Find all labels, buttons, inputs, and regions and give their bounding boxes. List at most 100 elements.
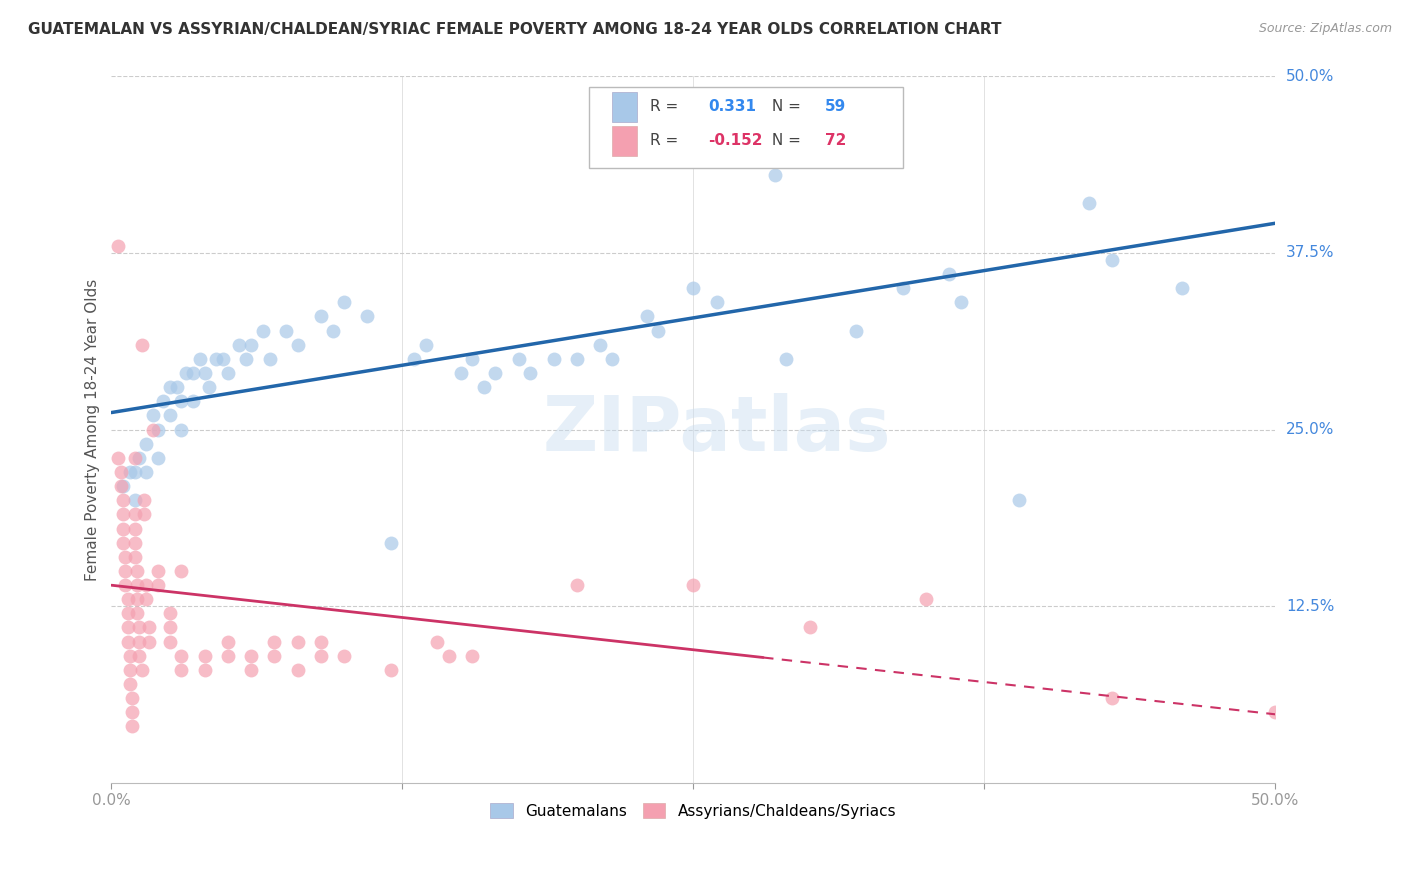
Point [125, 607, 148, 621]
Point [159, 409, 181, 423]
Point [128, 648, 150, 663]
Point [1008, 493, 1031, 508]
Text: N =: N = [766, 99, 806, 114]
Point [1078, 196, 1101, 211]
Text: R =: R = [650, 133, 683, 148]
Text: ZIPatlas: ZIPatlas [543, 392, 891, 467]
Point [600, 351, 623, 366]
Text: 50.0%: 50.0% [1286, 69, 1334, 84]
Point [174, 366, 197, 380]
Point [110, 465, 132, 479]
Point [763, 168, 786, 182]
Point [322, 324, 344, 338]
FancyBboxPatch shape [612, 92, 637, 122]
Text: -0.152: -0.152 [709, 133, 763, 148]
Point [159, 634, 181, 648]
Point [112, 535, 135, 549]
Point [309, 310, 332, 324]
Point [128, 450, 150, 465]
Point [124, 535, 146, 549]
Point [124, 508, 146, 522]
Point [188, 351, 211, 366]
Point [146, 578, 169, 592]
Point [333, 648, 356, 663]
Point [128, 620, 150, 634]
Point [682, 281, 704, 295]
Point [437, 648, 460, 663]
Point [752, 112, 775, 126]
Point [205, 351, 228, 366]
Point [118, 465, 141, 479]
Point [125, 564, 148, 578]
Point [131, 337, 153, 351]
Point [217, 648, 239, 663]
Point [132, 508, 155, 522]
Text: Source: ZipAtlas.com: Source: ZipAtlas.com [1258, 22, 1392, 36]
Legend: Guatemalans, Assyrians/Chaldeans/Syriacs: Guatemalans, Assyrians/Chaldeans/Syriacs [484, 797, 903, 825]
Point [212, 351, 235, 366]
Point [159, 607, 181, 621]
Point [426, 634, 449, 648]
Point [356, 310, 378, 324]
Text: 0.331: 0.331 [709, 99, 756, 114]
Point [217, 634, 239, 648]
Point [124, 522, 146, 536]
Point [135, 465, 157, 479]
Point [142, 423, 165, 437]
Point [121, 691, 143, 706]
Point [821, 139, 844, 153]
Point [240, 337, 263, 351]
Point [799, 620, 821, 634]
Point [274, 324, 297, 338]
Point [142, 409, 165, 423]
Point [117, 592, 139, 607]
Point [181, 366, 204, 380]
Point [124, 493, 146, 508]
Point [1101, 252, 1123, 267]
Point [1101, 691, 1123, 706]
Point [415, 337, 437, 351]
Text: 25.0%: 25.0% [1286, 422, 1334, 437]
Point [198, 380, 221, 394]
Point [159, 620, 181, 634]
Point [287, 337, 309, 351]
Point [461, 351, 484, 366]
Point [138, 634, 160, 648]
Text: GUATEMALAN VS ASSYRIAN/CHALDEAN/SYRIAC FEMALE POVERTY AMONG 18-24 YEAR OLDS CORR: GUATEMALAN VS ASSYRIAN/CHALDEAN/SYRIAC F… [28, 22, 1001, 37]
Point [938, 267, 960, 281]
Point [117, 634, 139, 648]
Point [589, 337, 612, 351]
Point [682, 578, 704, 592]
Point [112, 493, 135, 508]
Point [193, 648, 215, 663]
Point [193, 366, 215, 380]
Point [484, 366, 506, 380]
Text: N =: N = [766, 133, 806, 148]
FancyBboxPatch shape [612, 127, 637, 156]
Point [125, 578, 148, 592]
Point [124, 465, 146, 479]
Point [114, 578, 136, 592]
Text: 72: 72 [825, 133, 846, 148]
Point [647, 324, 669, 338]
Point [166, 380, 188, 394]
Point [235, 351, 257, 366]
Point [138, 620, 160, 634]
Point [118, 663, 141, 677]
Point [287, 663, 309, 677]
Point [110, 479, 132, 493]
Point [380, 663, 402, 677]
Point [114, 549, 136, 564]
Point [118, 677, 141, 691]
Point [259, 351, 281, 366]
Point [121, 719, 143, 733]
Text: 59: 59 [825, 99, 846, 114]
Point [112, 522, 135, 536]
Point [146, 423, 169, 437]
Point [146, 564, 169, 578]
Point [519, 366, 541, 380]
Point [565, 578, 588, 592]
Point [450, 366, 472, 380]
Point [706, 295, 728, 310]
Point [461, 648, 484, 663]
